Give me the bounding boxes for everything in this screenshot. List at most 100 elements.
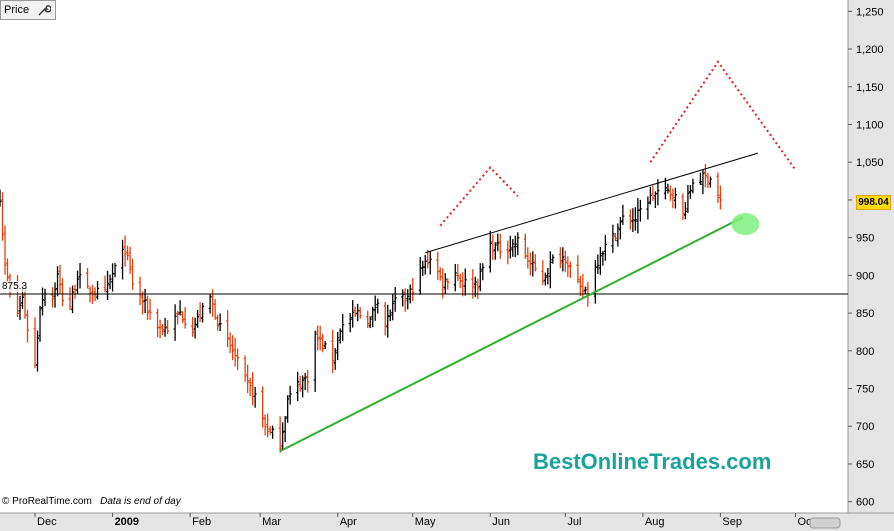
down-bar	[158, 319, 162, 339]
down-bar	[613, 233, 617, 242]
down-bar	[321, 333, 325, 353]
down-bar	[236, 348, 240, 371]
up-bar	[368, 316, 372, 329]
up-bar	[428, 251, 432, 275]
scroll-handle[interactable]	[809, 517, 841, 529]
down-bar	[131, 258, 135, 290]
up-bar	[336, 331, 340, 361]
up-bar	[301, 375, 305, 398]
down-bar	[671, 188, 675, 209]
up-bar	[638, 199, 642, 222]
up-bar	[173, 304, 177, 341]
watermark: BestOnlineTrades.com	[533, 449, 772, 474]
up-bar	[96, 281, 100, 300]
up-bar	[646, 196, 650, 220]
up-bar	[686, 184, 690, 213]
up-bar	[596, 254, 600, 274]
down-bar	[176, 310, 180, 325]
up-bar	[621, 204, 625, 225]
up-bar	[616, 223, 620, 247]
down-bar	[263, 414, 267, 436]
y-tick-label: 1,100	[856, 119, 884, 131]
up-bar	[121, 239, 125, 280]
up-bar	[561, 247, 565, 272]
horizontal-line-label: 875.3	[2, 281, 28, 292]
down-bar	[316, 325, 320, 351]
up-bar	[508, 235, 512, 259]
price-tab[interactable]: Price	[0, 0, 56, 20]
x-tick-label: 2009	[115, 516, 139, 528]
down-bar	[166, 319, 170, 335]
down-bar	[651, 185, 655, 201]
up-bar	[406, 289, 410, 310]
down-bar	[51, 287, 55, 308]
down-bar	[476, 278, 480, 300]
down-bar	[68, 287, 72, 311]
up-bar	[283, 416, 287, 443]
up-bar	[598, 246, 602, 275]
up-bar	[511, 239, 515, 257]
down-bar	[1, 192, 5, 241]
up-bar	[513, 235, 517, 258]
up-bar	[163, 317, 167, 337]
y-tick-label: 750	[856, 384, 874, 396]
y-tick-label: 600	[856, 497, 874, 509]
up-bar	[143, 288, 147, 313]
down-bar	[231, 335, 235, 361]
up-bar	[281, 422, 285, 451]
up-bar	[38, 305, 42, 342]
x-tick-label: Jul	[567, 516, 581, 528]
down-bar	[128, 246, 132, 274]
x-tick-label: Dec	[37, 516, 57, 528]
down-bar	[703, 163, 707, 188]
down-bar	[268, 425, 272, 435]
price-tab-label: Price	[4, 4, 30, 16]
up-bar	[548, 251, 552, 289]
down-bar	[248, 377, 252, 397]
down-bar	[558, 247, 562, 269]
down-bar	[706, 172, 710, 189]
y-tick-label: 1,200	[856, 44, 884, 56]
up-bar	[348, 313, 352, 333]
down-bar	[441, 268, 445, 299]
up-bar	[271, 425, 275, 439]
up-bar	[683, 202, 687, 220]
y-tick-label: 950	[856, 233, 874, 245]
up-bar	[611, 224, 615, 253]
down-bar	[533, 254, 537, 272]
y-tick-label: 700	[856, 421, 874, 433]
last-price-badge: 998.04	[856, 195, 891, 210]
up-bar	[701, 169, 705, 195]
y-tick-label: 850	[856, 308, 874, 320]
down-bar	[138, 276, 142, 306]
down-bar	[383, 301, 387, 336]
up-bar	[0, 189, 2, 207]
down-bar	[456, 264, 460, 281]
down-bar	[161, 323, 165, 336]
up-bar	[18, 295, 22, 320]
support-trendline	[279, 216, 744, 453]
x-axis-ticks: Dec 2009 Feb Mar Apr May Jun Jul Aug Sep Oct	[34, 513, 815, 528]
y-axis-panel	[848, 0, 894, 531]
up-bar	[546, 267, 550, 285]
up-bar	[493, 242, 497, 260]
y-tick-label: 1,150	[856, 82, 884, 94]
down-bar	[541, 260, 545, 285]
up-bar	[373, 295, 377, 321]
down-bar	[716, 172, 720, 203]
down-bar	[266, 413, 270, 438]
plot-area	[0, 0, 848, 513]
down-bar	[331, 329, 335, 374]
down-bar	[681, 193, 685, 221]
wrench-icon[interactable]	[37, 3, 51, 17]
down-bar	[498, 233, 502, 259]
x-tick-label: Sep	[722, 516, 742, 528]
down-bar	[491, 234, 495, 260]
down-bar	[216, 314, 220, 331]
up-bar	[376, 298, 380, 314]
down-bar	[318, 325, 322, 351]
up-bar	[633, 207, 637, 231]
down-bar	[506, 240, 510, 265]
time-scroll-bar[interactable]	[0, 514, 894, 531]
down-bar	[278, 416, 282, 453]
